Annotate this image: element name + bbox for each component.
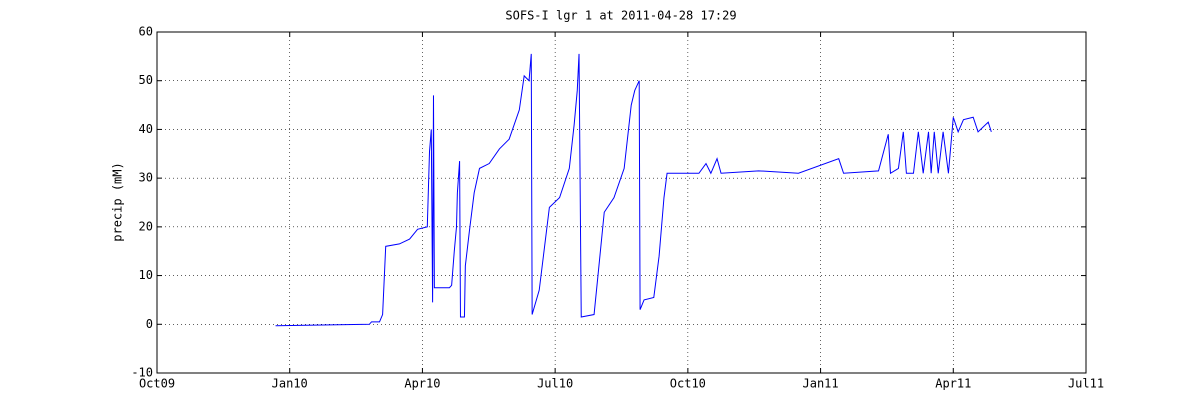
y-tick-label: 0 [146, 317, 153, 331]
y-tick-label: 20 [139, 219, 153, 233]
x-tick-label: Jan11 [803, 377, 839, 391]
y-tick-label: 40 [139, 122, 153, 136]
x-tick-label: Jul10 [537, 377, 573, 391]
x-tick-label: Jan10 [272, 377, 308, 391]
y-tick-label: 10 [139, 268, 153, 282]
y-tick-label: -10 [131, 366, 153, 380]
data-line [275, 53, 992, 327]
y-axis-label: precip (mM) [111, 162, 125, 241]
y-tick-label: 30 [139, 171, 153, 185]
chart-title: SOFS-I lgr 1 at 2011-04-28 17:29 [505, 9, 736, 23]
x-tick-label: Oct10 [670, 377, 706, 391]
x-tick-label: Apr11 [935, 377, 971, 391]
y-tick-label: 60 [139, 25, 153, 39]
x-tick-label: Jul11 [1068, 377, 1104, 391]
x-tick-label: Oct09 [139, 377, 175, 391]
x-tick-label: Apr10 [404, 377, 440, 391]
y-tick-label: 50 [139, 73, 153, 87]
